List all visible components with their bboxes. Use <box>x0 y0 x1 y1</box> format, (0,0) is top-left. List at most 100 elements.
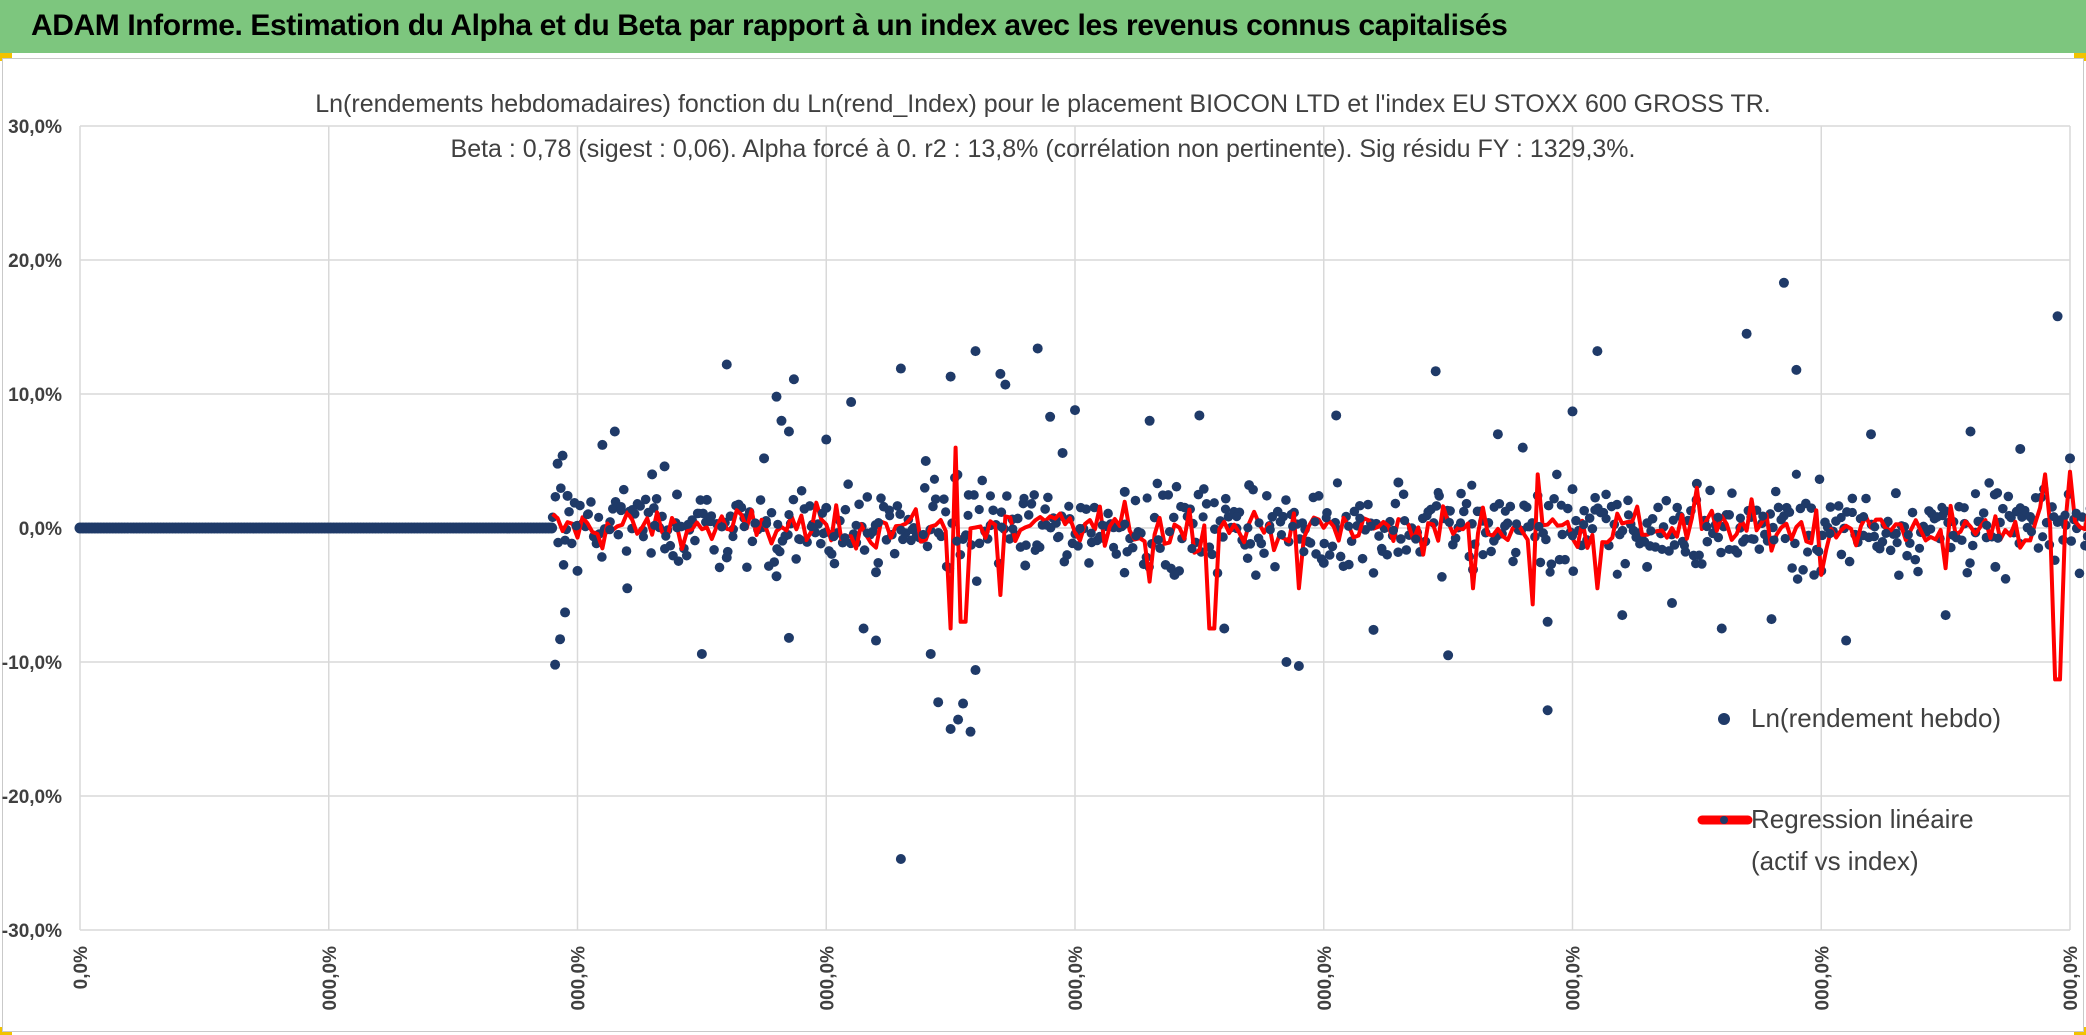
scatter-point <box>1130 495 1141 506</box>
scatter-point <box>2071 508 2081 518</box>
scatter-point <box>1866 429 1876 440</box>
scatter-point <box>1982 520 1992 530</box>
scatter-point <box>1560 554 1570 565</box>
scatter-point <box>1669 540 1680 550</box>
scatter-point <box>1171 481 1182 492</box>
scatter-point <box>661 531 671 541</box>
scatter-point <box>761 519 772 529</box>
scatter-point <box>1549 493 1559 504</box>
scatter-point <box>1992 488 2003 498</box>
x-tick-label: 000,0% <box>1812 946 1833 1011</box>
scatter-point <box>1590 492 1600 503</box>
scatter-point <box>1388 525 1398 535</box>
scatter-point <box>1201 499 1212 509</box>
scatter-point <box>1769 535 1779 545</box>
scatter-point <box>694 508 704 518</box>
scatter-point <box>1259 548 1269 559</box>
scatter-point <box>1455 518 1466 528</box>
scatter-point <box>1990 561 2001 572</box>
scatter-point <box>1584 513 1595 523</box>
scatter-point <box>919 483 930 493</box>
scatter-point <box>1357 553 1368 564</box>
scatter-point <box>1265 525 1275 535</box>
scatter-point <box>1948 530 1958 540</box>
scatter-point <box>1411 534 1421 544</box>
scatter-point <box>1019 493 1029 503</box>
x-tick-label: 000,0% <box>1315 946 1336 1011</box>
scatter-point <box>597 552 607 562</box>
scatter-point <box>1070 405 1080 416</box>
scatter-point <box>681 550 692 561</box>
scatter-point <box>1890 488 1901 499</box>
scatter-point <box>575 500 585 511</box>
scatter-point <box>871 567 881 578</box>
scatter-point <box>1691 478 1702 489</box>
scatter-point <box>1040 504 1050 514</box>
scatter-point <box>788 494 799 505</box>
scatter-point <box>851 520 861 530</box>
scatter-point <box>2003 491 2014 502</box>
scatter-point <box>1456 488 1466 499</box>
scatter-point <box>1119 486 1130 497</box>
y-tick-label: 20,0% <box>8 251 62 272</box>
scatter-point <box>1313 491 1324 501</box>
scatter-point <box>1254 518 1264 528</box>
scatter-point <box>1724 509 1735 520</box>
scatter-point <box>650 520 660 530</box>
scatter-point <box>555 634 566 645</box>
scatter-point <box>2038 532 2048 542</box>
scatter-point <box>1458 506 1469 517</box>
scatter-point <box>1008 524 1018 534</box>
scatter-point <box>873 517 884 528</box>
scatter-point <box>2000 574 2011 584</box>
scatter-point <box>635 501 645 511</box>
y-tick-label: 30,0% <box>8 117 62 138</box>
scatter-point <box>806 521 816 532</box>
scatter-point <box>1152 478 1163 489</box>
scatter-point <box>1617 525 1628 536</box>
scatter-point <box>876 493 886 504</box>
scatter-point <box>622 583 633 594</box>
scatter-point <box>1062 550 1072 560</box>
scatter-point <box>1885 545 1896 556</box>
scatter-point <box>613 529 624 540</box>
scatter-point <box>627 505 637 515</box>
legend-label-scatter: Ln(rendement hebdo) <box>1751 703 2002 733</box>
scatter-point <box>1508 556 1518 567</box>
scatter-point <box>605 525 615 535</box>
scatter-point <box>766 507 777 518</box>
scatter-point <box>1355 500 1365 511</box>
scatter-point <box>895 509 905 519</box>
scatter-point <box>1894 570 1904 581</box>
scatter-point <box>2049 512 2059 522</box>
scatter-point <box>1556 500 1566 510</box>
scatter-point <box>1207 549 1217 560</box>
scatter-point <box>759 453 770 464</box>
scatter-point <box>1075 523 1085 534</box>
scatter-point <box>1281 657 1292 667</box>
scatter-point <box>546 522 558 534</box>
scatter-point <box>1844 556 1855 567</box>
scatter-point <box>1430 366 1441 377</box>
scatter-point <box>826 549 837 559</box>
scatter-point <box>550 659 561 670</box>
scatter-point <box>1194 410 1205 421</box>
scatter-point <box>977 475 988 486</box>
scatter-point <box>1169 569 1180 580</box>
scatter-point <box>997 522 1007 532</box>
scatter-point <box>1305 538 1316 548</box>
scatter-point <box>805 501 815 511</box>
scatter-point <box>1861 493 1871 504</box>
scatter-point <box>1926 524 1936 534</box>
scatter-point <box>1153 535 1163 545</box>
scatter-point <box>1546 559 1557 569</box>
scatter-point <box>771 391 782 402</box>
scatter-point <box>1492 429 1503 440</box>
scatter-point <box>1012 513 1023 524</box>
scatter-point <box>1590 505 1600 515</box>
scatter-point <box>970 665 981 676</box>
scatter-point <box>854 499 864 510</box>
scatter-point <box>1814 546 1824 557</box>
scatter-point <box>970 346 981 357</box>
